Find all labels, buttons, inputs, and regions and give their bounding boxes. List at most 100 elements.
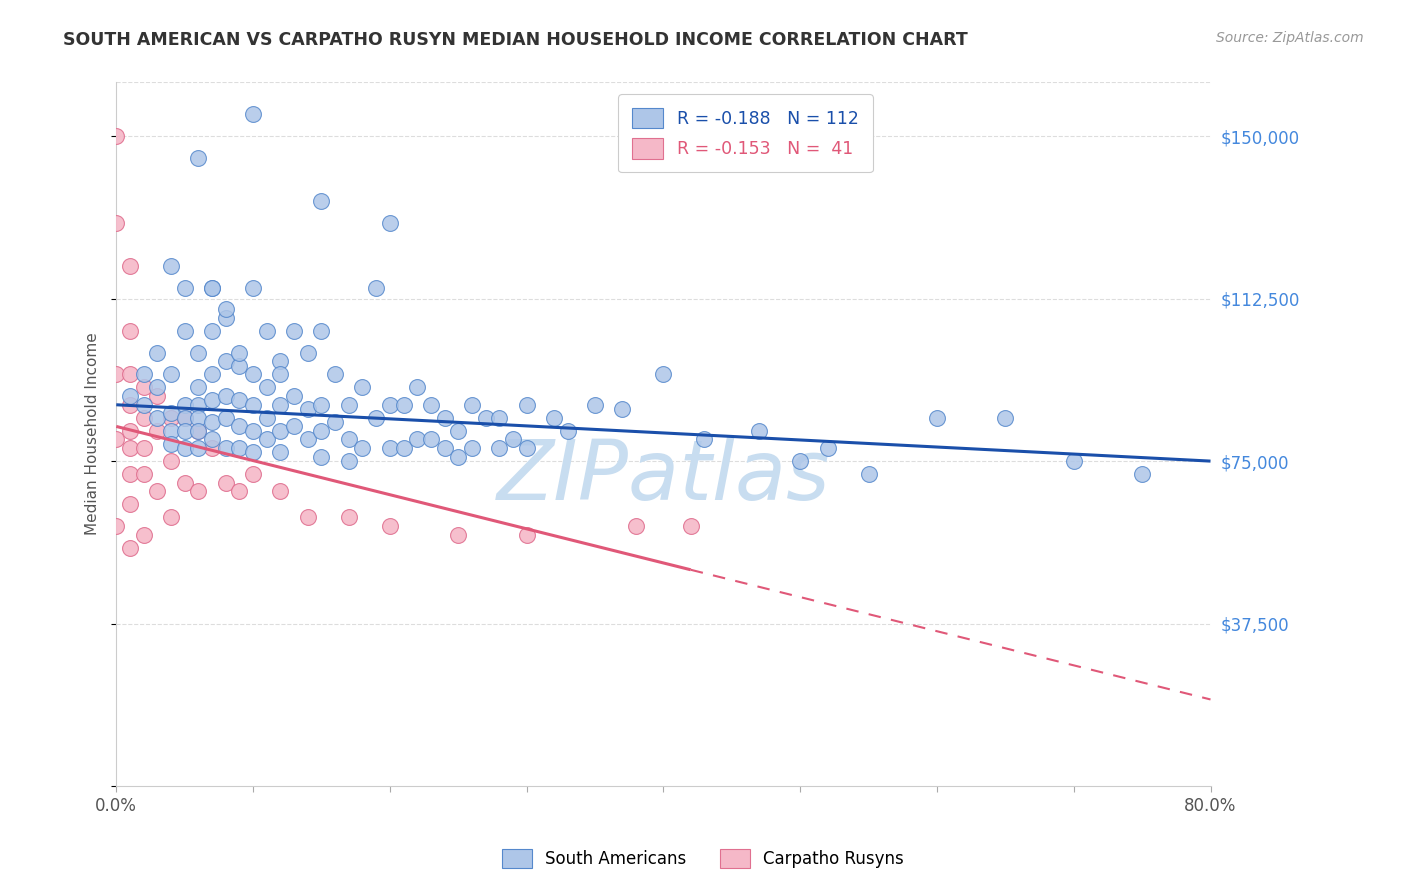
Point (406, 433, 429, 447)
Point (256, 324, 278, 338)
Point (118, 368, 141, 382)
Point (118, 441, 141, 455)
Point (543, 410, 565, 425)
Point (1130, 467, 1153, 482)
Point (311, 324, 333, 338)
Point (612, 402, 634, 417)
Point (256, 410, 278, 425)
Point (242, 467, 264, 482)
Point (228, 484, 250, 499)
Point (132, 441, 155, 455)
Point (474, 410, 496, 425)
Point (378, 441, 401, 455)
Point (679, 519, 702, 533)
Point (433, 441, 456, 455)
Point (256, 433, 278, 447)
Point (201, 433, 224, 447)
Point (652, 368, 675, 382)
Point (283, 324, 305, 338)
Legend: R = -0.188   N = 112, R = -0.153   N =  41: R = -0.188 N = 112, R = -0.153 N = 41 (619, 94, 873, 172)
Point (516, 441, 538, 455)
Point (132, 398, 155, 412)
Point (160, 454, 183, 468)
Point (502, 433, 524, 447)
Point (146, 345, 169, 359)
Point (105, 129, 128, 144)
Point (118, 389, 141, 403)
Point (187, 424, 209, 438)
Point (297, 402, 319, 417)
Point (215, 475, 238, 490)
Point (215, 302, 238, 317)
Point (269, 368, 291, 382)
Point (242, 368, 264, 382)
Point (269, 424, 291, 438)
Point (118, 398, 141, 412)
Point (187, 380, 209, 394)
Point (447, 450, 470, 464)
Point (297, 510, 319, 524)
Point (311, 194, 333, 208)
Point (215, 354, 238, 368)
Point (433, 410, 456, 425)
Point (160, 510, 183, 524)
Point (352, 441, 374, 455)
Point (447, 424, 470, 438)
Point (269, 354, 291, 368)
Point (160, 410, 183, 425)
Point (201, 415, 224, 429)
Point (228, 345, 250, 359)
Point (228, 419, 250, 434)
Point (488, 441, 510, 455)
Point (146, 380, 169, 394)
Point (392, 441, 415, 455)
Point (242, 107, 264, 121)
Point (173, 424, 195, 438)
Point (160, 406, 183, 420)
Point (118, 424, 141, 438)
Point (173, 410, 195, 425)
Point (132, 528, 155, 542)
Point (132, 410, 155, 425)
Point (337, 433, 360, 447)
Point (105, 216, 128, 230)
Text: ZIPatlas: ZIPatlas (496, 436, 830, 516)
Point (337, 510, 360, 524)
Point (187, 398, 209, 412)
Point (160, 437, 183, 451)
Point (488, 410, 510, 425)
Point (378, 398, 401, 412)
Point (817, 441, 839, 455)
Point (228, 441, 250, 455)
Point (118, 467, 141, 482)
Point (748, 424, 770, 438)
Point (187, 441, 209, 455)
Point (311, 398, 333, 412)
Point (146, 389, 169, 403)
Point (173, 441, 195, 455)
Point (461, 398, 484, 412)
Point (173, 475, 195, 490)
Point (419, 398, 441, 412)
Point (215, 389, 238, 403)
Point (583, 398, 606, 412)
Point (269, 484, 291, 499)
Point (187, 424, 209, 438)
Point (201, 281, 224, 295)
Point (516, 398, 538, 412)
Point (201, 281, 224, 295)
Point (118, 498, 141, 512)
Point (925, 410, 948, 425)
Text: Source: ZipAtlas.com: Source: ZipAtlas.com (1216, 31, 1364, 45)
Point (323, 415, 346, 429)
Point (297, 433, 319, 447)
Point (173, 398, 195, 412)
Point (366, 410, 388, 425)
Point (105, 368, 128, 382)
Point (256, 380, 278, 394)
Point (858, 467, 880, 482)
Point (187, 345, 209, 359)
Point (215, 441, 238, 455)
Point (624, 519, 647, 533)
Point (352, 380, 374, 394)
